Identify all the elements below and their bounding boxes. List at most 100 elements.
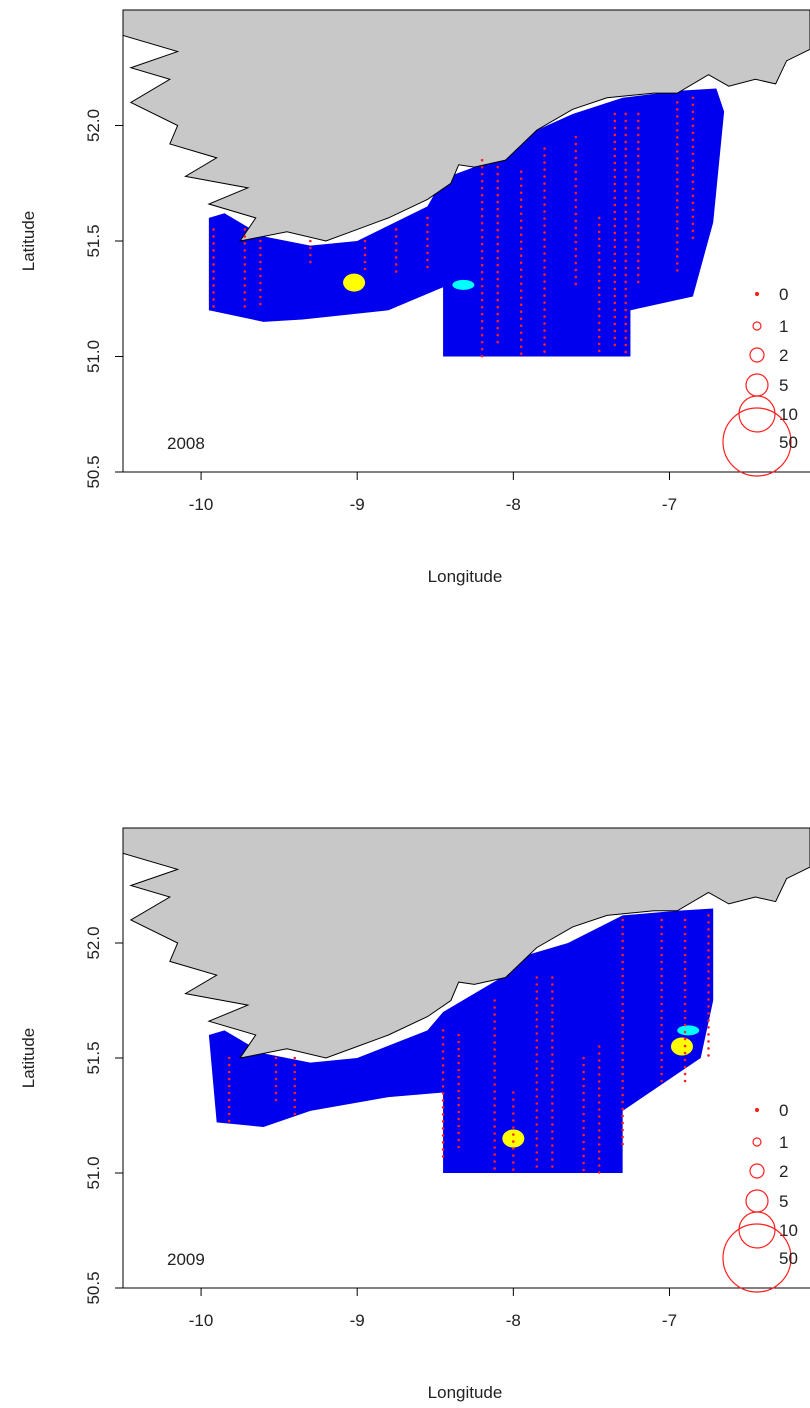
sample-point	[613, 329, 617, 333]
sample-point	[636, 203, 640, 207]
sample-point	[621, 1023, 624, 1027]
sample-point	[597, 237, 601, 241]
sample-point	[535, 1081, 539, 1084]
sample-point	[512, 1140, 515, 1143]
sample-point	[551, 1137, 554, 1140]
sample-point	[621, 1128, 624, 1132]
legend-label-5: 5	[779, 376, 788, 395]
sample-point	[621, 981, 624, 985]
sample-point	[636, 189, 640, 193]
sample-point	[613, 224, 617, 228]
sample-point	[691, 215, 695, 219]
legend-label-10: 10	[779, 1221, 798, 1240]
sample-point	[493, 1153, 496, 1156]
sample-point	[624, 329, 628, 333]
y-tick-label: 51.5	[84, 224, 103, 257]
sample-point	[519, 240, 523, 243]
sample-point	[675, 213, 679, 216]
sample-point	[613, 294, 617, 298]
hotspot-0	[343, 273, 366, 292]
sample-point	[519, 177, 523, 180]
sample-point	[597, 265, 601, 269]
sample-point	[512, 1098, 515, 1101]
sample-point	[512, 1126, 515, 1129]
sample-point	[543, 315, 546, 318]
sample-point	[660, 939, 663, 943]
sample-point	[597, 1129, 601, 1132]
sample-point	[480, 158, 484, 162]
sample-point	[457, 1096, 460, 1100]
sample-point	[597, 342, 601, 346]
sample-point	[675, 178, 679, 181]
sample-point	[597, 216, 601, 220]
sample-point	[613, 322, 617, 326]
sample-point	[597, 244, 601, 248]
sample-point	[574, 184, 578, 188]
sample-point	[683, 925, 687, 929]
sample-point	[496, 312, 500, 316]
sample-point	[582, 1154, 585, 1158]
sample-point	[624, 203, 628, 207]
sample-point	[496, 291, 500, 295]
sample-point	[480, 165, 484, 169]
sample-point	[457, 1145, 460, 1149]
sample-point	[543, 210, 546, 213]
sample-point	[624, 273, 628, 277]
sample-point	[683, 1023, 687, 1027]
sample-point	[535, 1074, 539, 1077]
sample-point	[613, 154, 617, 158]
sample-point	[441, 1148, 445, 1151]
sample-point	[441, 1078, 445, 1081]
sample-point	[227, 1084, 231, 1088]
sample-point	[227, 1098, 231, 1102]
sample-point	[426, 265, 429, 269]
sample-point	[394, 235, 398, 238]
sample-point	[496, 172, 500, 176]
sample-point	[597, 1059, 601, 1062]
sample-point	[543, 182, 546, 185]
legend-symbol-5	[745, 373, 769, 397]
sample-point	[691, 117, 695, 121]
year-label: 2009	[167, 1250, 205, 1269]
sample-point	[707, 942, 710, 945]
x-axis-title: Longitude	[428, 567, 503, 586]
sample-point	[512, 1105, 515, 1108]
sample-point	[551, 1039, 554, 1042]
sample-point	[636, 238, 640, 242]
sample-point	[707, 998, 710, 1001]
sample-point	[683, 981, 687, 985]
sample-point	[636, 259, 640, 263]
sample-point	[519, 247, 523, 250]
sample-point	[582, 1070, 585, 1074]
sample-point	[691, 229, 695, 233]
sample-point	[613, 119, 617, 123]
sample-point	[691, 96, 695, 100]
sample-point	[480, 277, 484, 281]
sample-point	[551, 1102, 554, 1105]
sample-point	[480, 256, 484, 260]
sample-point	[675, 108, 679, 111]
sample-point	[683, 1065, 687, 1069]
sample-point	[707, 949, 710, 952]
sample-point	[512, 1147, 515, 1150]
sample-point	[543, 329, 546, 332]
sample-point	[496, 326, 500, 330]
sample-point	[493, 1132, 496, 1135]
sample-point	[243, 228, 247, 231]
sample-point	[480, 291, 484, 295]
sample-point	[621, 1093, 624, 1097]
sample-point	[243, 305, 247, 308]
x-tick-label: -7	[662, 495, 677, 514]
sample-point	[480, 354, 484, 358]
sample-point	[624, 161, 628, 165]
sample-point	[441, 1029, 445, 1032]
sample-point	[675, 269, 679, 272]
sample-point	[660, 1065, 663, 1069]
sample-point	[624, 308, 628, 312]
sample-point	[597, 223, 601, 227]
legend-symbol-50	[722, 1223, 792, 1293]
sample-point	[227, 1091, 231, 1095]
sample-point	[574, 240, 578, 244]
sample-point	[496, 305, 500, 309]
